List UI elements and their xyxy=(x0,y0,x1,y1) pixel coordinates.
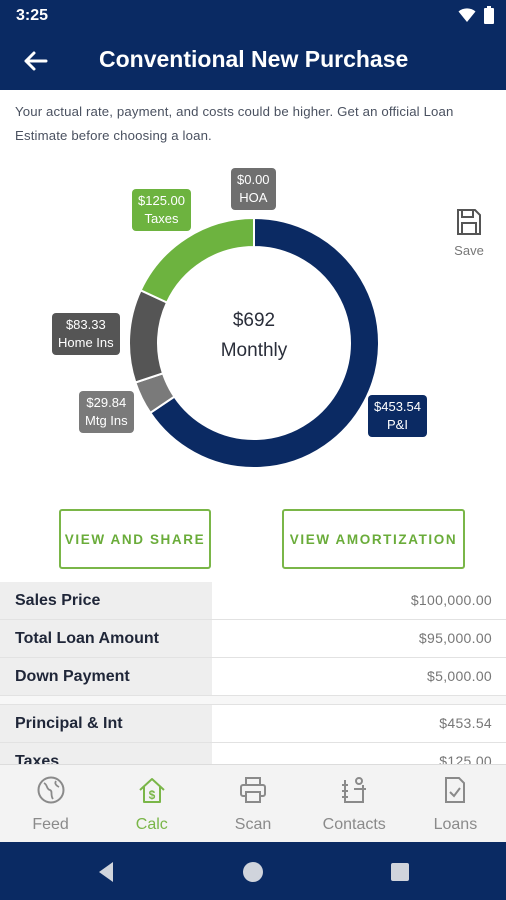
table-row: Principal & Int $453.54 xyxy=(0,705,506,743)
chart-center-amount: $692 xyxy=(232,310,276,331)
row-label: Sales Price xyxy=(0,582,212,619)
wifi-icon xyxy=(458,8,476,22)
app-bar: Conventional New Purchase xyxy=(0,32,506,90)
row-value: $5,000.00 xyxy=(427,668,492,684)
disclaimer-text: Your actual rate, payment, and costs cou… xyxy=(15,104,454,143)
printer-icon xyxy=(240,777,266,803)
chart-label-taxes: $125.00 Taxes xyxy=(132,189,191,231)
back-arrow-icon[interactable] xyxy=(20,46,50,76)
chart-label-home-ins: $83.33 Home Ins xyxy=(52,313,120,355)
status-bar: 3:25 xyxy=(0,0,506,32)
system-recents-icon[interactable] xyxy=(387,859,413,885)
donut-slice-home-ins xyxy=(128,288,169,384)
table-row: Total Loan Amount $95,000.00 xyxy=(0,620,506,658)
page-title: Conventional New Purchase xyxy=(99,46,409,72)
table-row: Down Payment $5,000.00 xyxy=(0,658,506,696)
chart-label-mtg-ins: $29.84 Mtg Ins xyxy=(79,391,134,433)
row-label: Principal & Int xyxy=(0,705,212,742)
chart-label-pi-amount: $453.54 xyxy=(374,399,421,414)
chart-label-pi: $453.54 P&I xyxy=(368,395,427,437)
save-button[interactable]: Save xyxy=(449,208,489,258)
chart-label-taxes-name: Taxes xyxy=(144,211,179,226)
status-icons xyxy=(458,6,494,24)
calc-house-icon: $ xyxy=(139,778,165,803)
row-value: $100,000.00 xyxy=(410,592,492,608)
contacts-icon xyxy=(342,777,367,803)
donut-slice-p-i xyxy=(148,216,380,469)
view-amortization-button[interactable]: VIEW AMORTIZATION xyxy=(282,509,465,569)
row-value: $453.54 xyxy=(439,715,492,731)
chart-label-pi-name: P&I xyxy=(387,417,408,432)
chart-label-home-ins-amount: $83.33 xyxy=(65,317,106,332)
section-divider xyxy=(0,696,506,705)
donut-slice-taxes xyxy=(139,216,255,304)
chart-label-hoa-amount: $0.00 xyxy=(237,172,270,187)
nav-label-contacts: Contacts xyxy=(322,816,386,833)
chart-label-hoa: $0.00 HOA xyxy=(231,168,276,210)
nav-item-scan[interactable]: Scan xyxy=(202,765,303,843)
bottom-navigation: Feed $ Calc Scan Contacts Loans xyxy=(0,764,506,843)
chart-label-hoa-name: HOA xyxy=(239,190,268,205)
save-label: Save xyxy=(454,243,484,258)
document-icon xyxy=(445,777,466,803)
row-value: $95,000.00 xyxy=(418,630,492,646)
chart-label-mtg-ins-amount: $29.84 xyxy=(86,395,127,410)
nav-item-loans[interactable]: Loans xyxy=(405,765,506,843)
nav-item-calc[interactable]: $ Calc xyxy=(101,765,202,843)
system-back-icon[interactable] xyxy=(93,859,119,885)
table-row: Sales Price $100,000.00 xyxy=(0,582,506,620)
nav-label-feed: Feed xyxy=(32,816,69,833)
nav-label-scan: Scan xyxy=(234,816,272,833)
system-navigation-bar xyxy=(0,842,506,900)
view-and-share-button[interactable]: VIEW AND SHARE xyxy=(59,509,211,569)
nav-label-calc: Calc xyxy=(135,816,168,833)
system-home-icon[interactable] xyxy=(240,859,266,885)
battery-icon xyxy=(484,6,494,24)
payment-donut-chart xyxy=(128,216,380,469)
nav-item-contacts[interactable]: Contacts xyxy=(304,765,405,843)
status-time: 3:25 xyxy=(16,7,49,24)
globe-icon xyxy=(37,776,65,804)
nav-item-feed[interactable]: Feed xyxy=(0,765,101,843)
svg-text:$: $ xyxy=(148,788,155,802)
chart-label-mtg-ins-name: Mtg Ins xyxy=(85,413,128,428)
save-icon xyxy=(457,209,481,235)
chart-center-label: Monthly xyxy=(220,340,288,361)
nav-label-loans: Loans xyxy=(433,816,478,833)
row-label: Down Payment xyxy=(0,658,212,695)
chart-label-taxes-amount: $125.00 xyxy=(138,193,185,208)
row-label: Total Loan Amount xyxy=(0,620,212,657)
chart-label-home-ins-name: Home Ins xyxy=(58,335,114,350)
loan-summary-table: Sales Price $100,000.00 Total Loan Amoun… xyxy=(0,582,506,781)
